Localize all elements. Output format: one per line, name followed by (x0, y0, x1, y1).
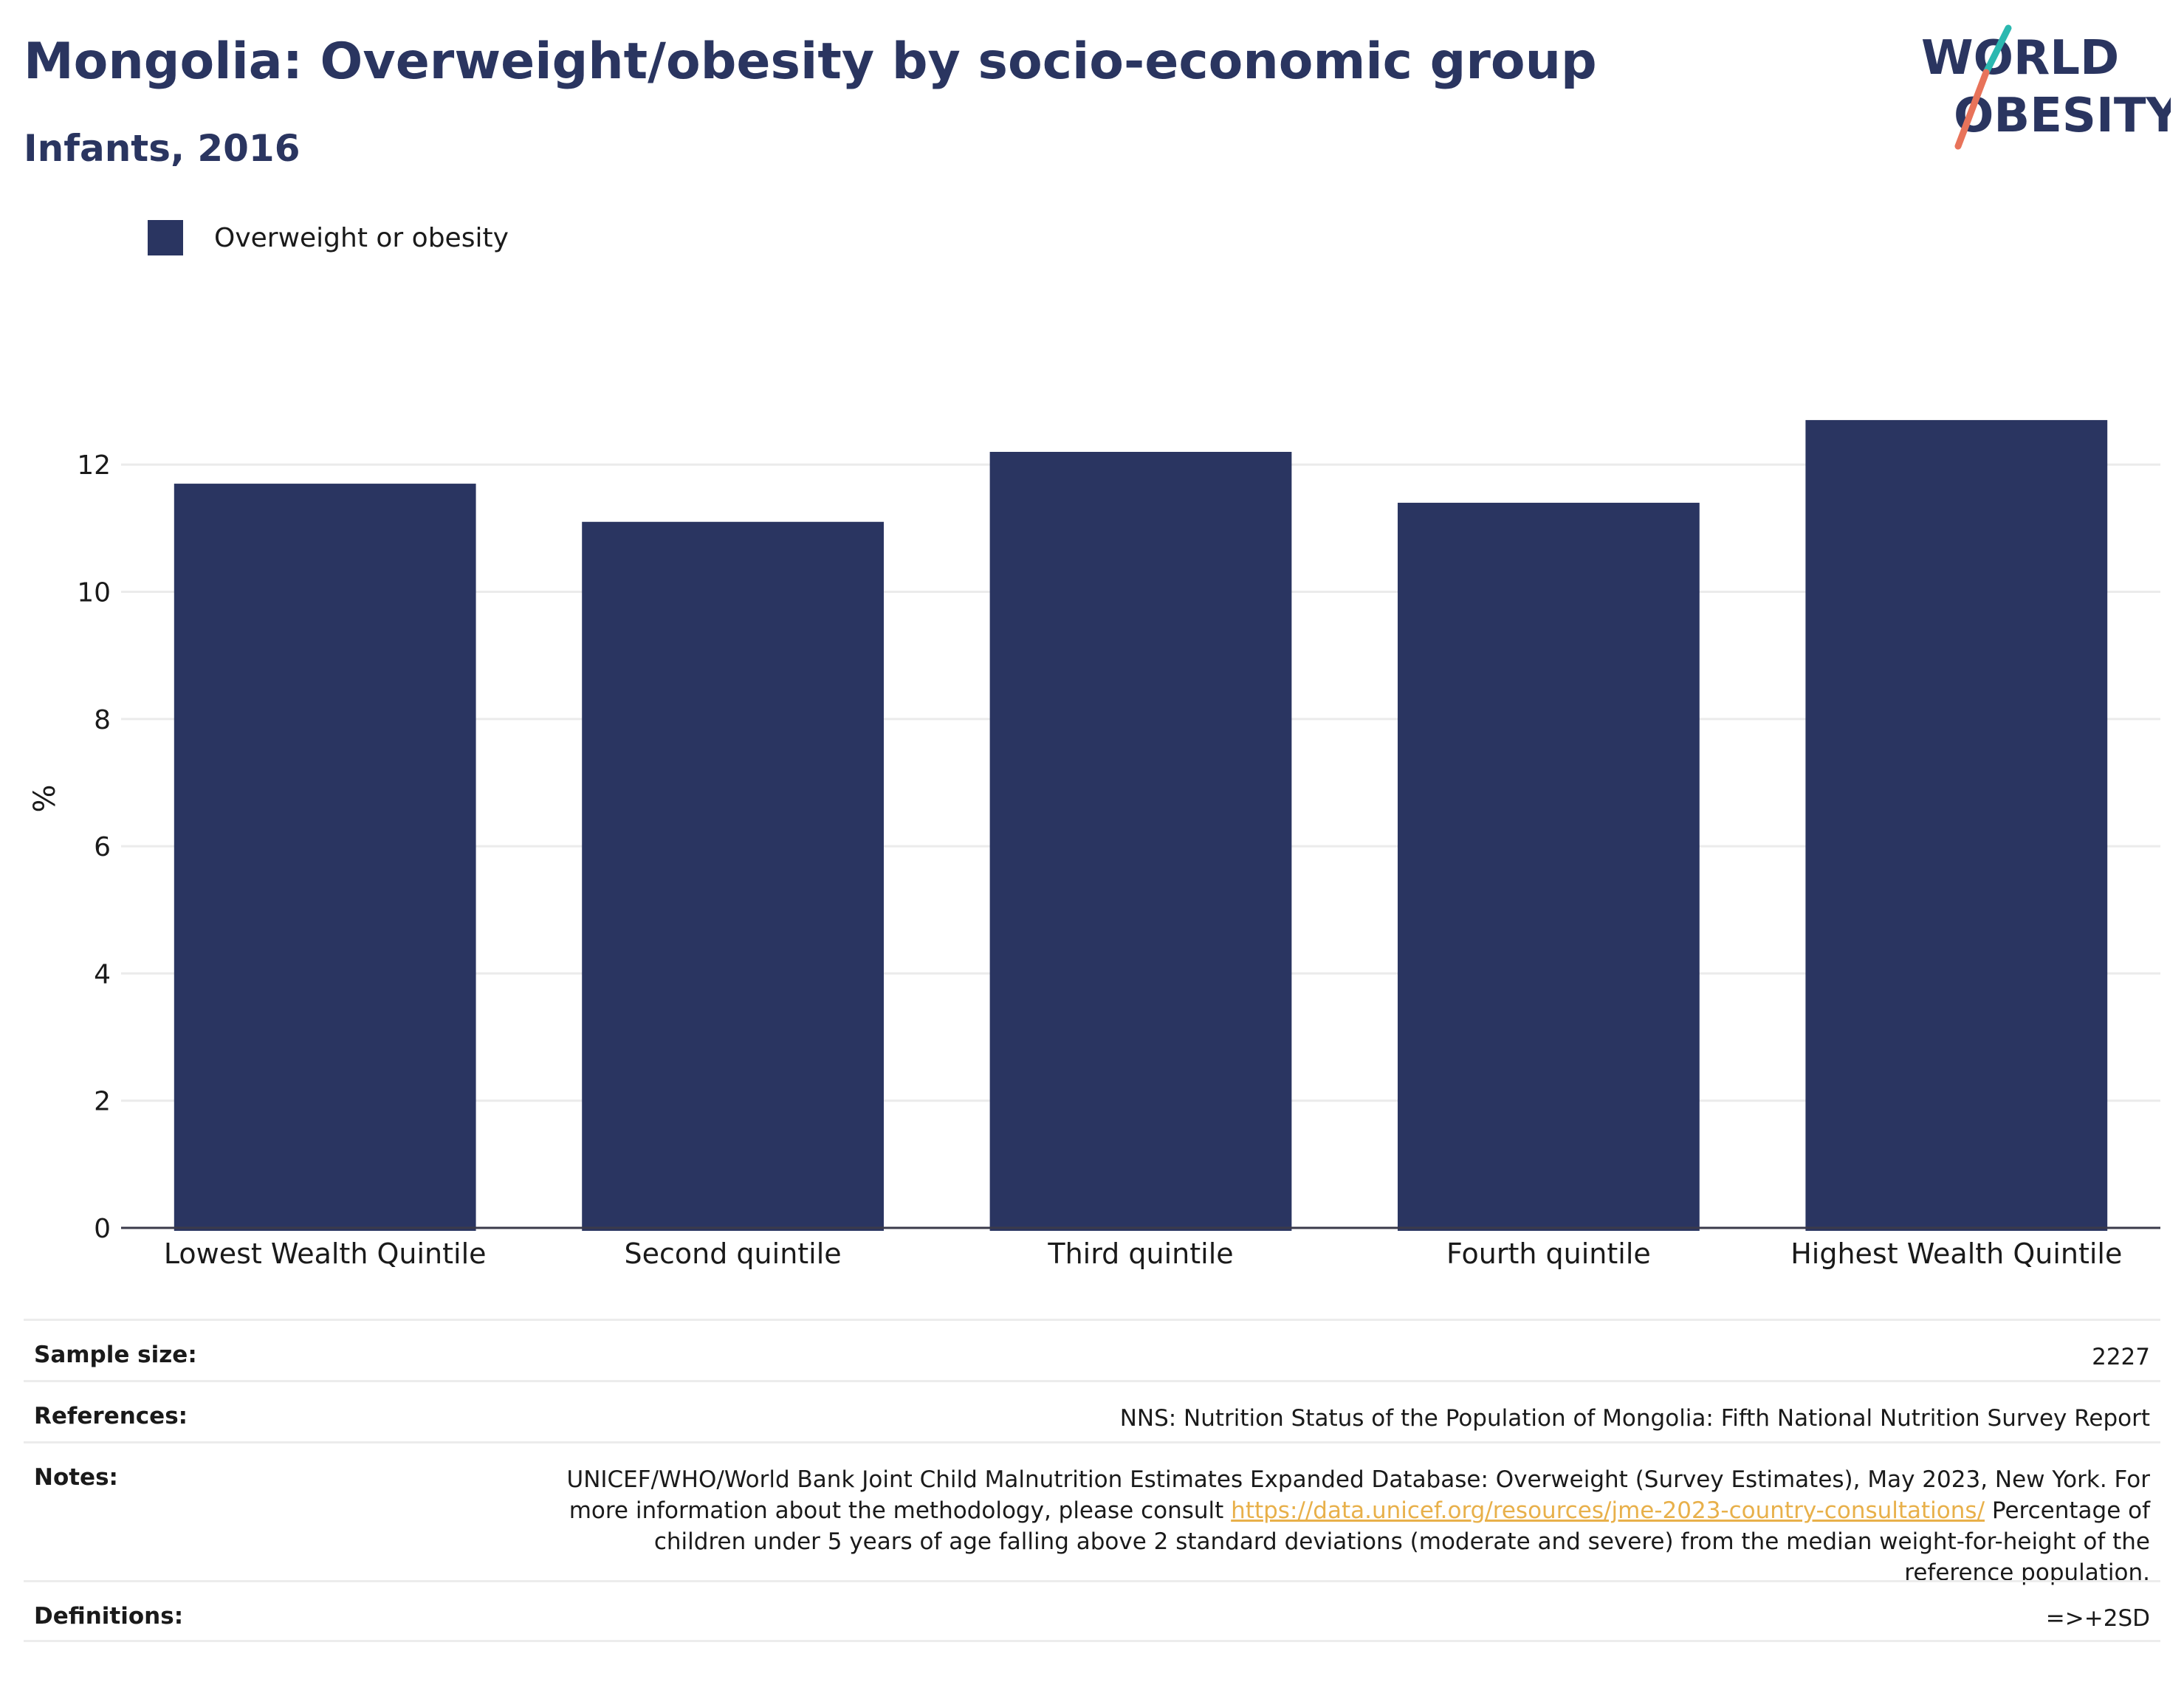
bar-chart: 0 2 4 6 8 10 12 Lowest Wealth Quintile Second qu… (28, 419, 2160, 1270)
y-tick-label: 12 (77, 450, 111, 481)
bar (1398, 502, 1700, 1231)
bar (174, 484, 476, 1231)
logo-line2: OBESITY (1954, 89, 2171, 143)
chart-subtitle: Infants, 2016 (24, 127, 301, 170)
references-value: NNS: Nutrition Status of the Population … (1119, 1405, 2150, 1432)
notes-link[interactable]: https://data.unicef.org/resources/jme-20… (1231, 1497, 1985, 1524)
x-tick-label: Highest Wealth Quintile (1790, 1237, 2122, 1270)
logo-line1: WORLD (1921, 31, 2119, 86)
y-tick-label: 8 (94, 705, 111, 735)
bar (1805, 419, 2108, 1232)
bars (174, 419, 2108, 1232)
references-label: References: (34, 1403, 188, 1429)
legend-swatch (148, 220, 183, 255)
y-axis-title: % (28, 784, 62, 812)
bar (989, 451, 1292, 1231)
y-tick-label: 4 (94, 959, 111, 989)
sample-size-label: Sample size: (34, 1342, 197, 1368)
sample-size-row: Sample size: 2227 (24, 1319, 2160, 1380)
world-obesity-logo: WORLD OBESITY (1921, 24, 2171, 150)
x-tick-label: Lowest Wealth Quintile (164, 1237, 487, 1270)
logo-slash-coral (1954, 69, 1990, 150)
definitions-row: Definitions: =>+2SD (24, 1580, 2160, 1642)
y-tick-label: 6 (94, 832, 111, 862)
bar (582, 521, 884, 1231)
sample-size-value: 2227 (2092, 1344, 2150, 1370)
notes-text-2: Percentage of children under 5 years of … (653, 1497, 2150, 1586)
logo-slash-teal (1982, 24, 2012, 76)
references-row: References: NNS: Nutrition Status of the… (24, 1380, 2160, 1441)
axes: 0 2 4 6 8 10 12 Lowest Wealth Quintile Second qu… (77, 450, 2160, 1270)
notes-row: Notes: UNICEF/WHO/World Bank Joint Child… (24, 1441, 2160, 1586)
x-tick-label: Second quintile (625, 1237, 842, 1270)
definitions-value: =>+2SD (2045, 1605, 2150, 1632)
y-tick-label: 0 (94, 1214, 111, 1244)
chart-title: Mongolia: Overweight/obesity by socio-ec… (24, 32, 1597, 91)
info-table: Sample size: 2227 References: NNS: Nutri… (24, 1319, 2160, 1642)
x-tick-label: Fourth quintile (1446, 1237, 1651, 1270)
notes-text-1: UNICEF/WHO/World Bank Joint Child Malnut… (566, 1466, 2151, 1524)
notes-label: Notes: (34, 1464, 118, 1491)
definitions-label: Definitions: (34, 1603, 184, 1630)
y-tick-label: 10 (77, 578, 111, 608)
legend-label: Overweight or obesity (214, 223, 509, 253)
notes-value: UNICEF/WHO/World Bank Joint Child Malnut… (563, 1464, 2151, 1588)
y-tick-label: 2 (94, 1087, 111, 1117)
x-tick-label: Third quintile (1047, 1237, 1233, 1270)
